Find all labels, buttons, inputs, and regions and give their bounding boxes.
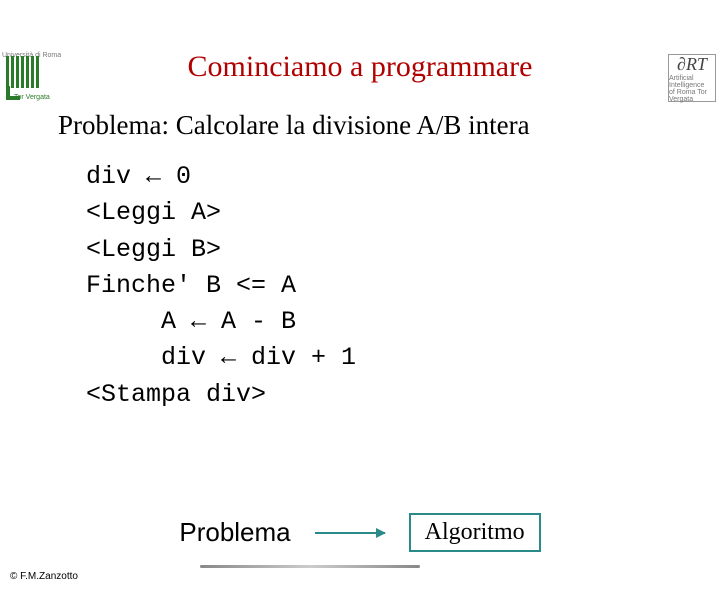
art-logo-icon: ∂RT <box>677 54 707 75</box>
art-logo-line1: Artificial Intelligence <box>669 75 715 89</box>
code-line: <Stampa div> <box>86 380 266 409</box>
code-line: div ← 0 <box>86 162 191 191</box>
art-logo-right: ∂RT Artificial Intelligence of Roma Tor … <box>668 54 716 102</box>
algoritmo-box: Algoritmo <box>409 513 541 552</box>
arrow-icon <box>315 532 385 534</box>
code-line: A ← A - B <box>86 307 296 336</box>
code-line: Finche' B <= A <box>86 271 296 300</box>
concept-flow: Problema Algoritmo <box>0 513 720 552</box>
pseudocode-block: div ← 0 <Leggi A> <Leggi B> Finche' B <=… <box>86 159 720 413</box>
copyright-footer: © F.M.Zanzotto <box>10 571 78 582</box>
code-line: <Leggi B> <box>86 235 221 264</box>
slide-title: Cominciamo a programmare <box>0 50 720 84</box>
code-line: div ← div + 1 <box>86 343 356 372</box>
art-logo-line2: of Roma Tor Vergata <box>669 89 715 103</box>
code-line: <Leggi A> <box>86 198 221 227</box>
problema-label: Problema <box>179 517 290 548</box>
divider-line <box>200 565 420 568</box>
slide-subtitle: Problema: Calcolare la divisione A/B int… <box>58 110 720 141</box>
uni-logo-subtext: Tor Vergata <box>14 94 50 101</box>
